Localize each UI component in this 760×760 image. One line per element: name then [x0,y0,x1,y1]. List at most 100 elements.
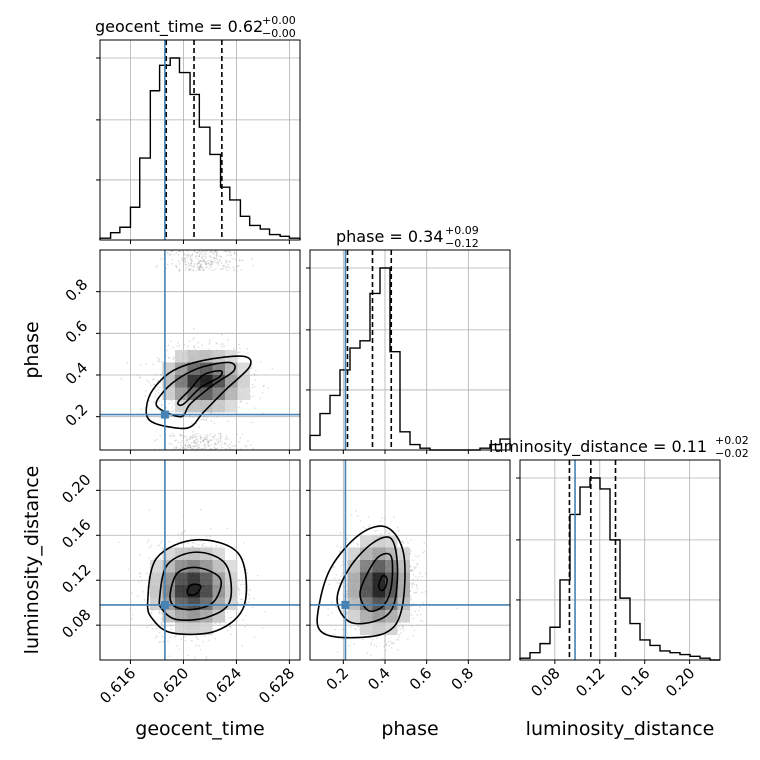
contour-line [186,583,202,596]
scatter-point [195,644,198,647]
scatter-point [230,254,233,256]
scatter-point [414,610,417,613]
scatter-point [199,250,201,253]
scatter-point [214,250,216,253]
scatter-point [158,611,161,613]
scatter-point [155,390,157,392]
scatter-point [189,269,191,272]
scatter-point [243,541,245,544]
scatter-point [221,267,224,270]
scatter-point [224,442,227,444]
scatter-point [190,258,193,261]
scatter-point [202,268,205,271]
scatter-point [187,654,190,657]
truth-marker [160,600,169,609]
scatter-point [245,446,248,448]
scatter-point [213,446,216,449]
scatter-point [139,376,141,379]
scatter-point [208,268,210,270]
scatter-point [243,558,245,560]
scatter-point [186,445,189,448]
scatter-point [239,347,241,349]
scatter-point [194,441,196,443]
scatter-point [239,400,241,403]
scatter-point [186,254,188,257]
scatter-point [420,613,422,616]
scatter-point [180,441,182,444]
scatter-point [250,366,253,369]
scatter-point [205,263,208,266]
scatter-point [187,264,190,267]
scatter-point [168,540,171,543]
scatter-point [456,607,459,610]
scatter-point [139,572,142,575]
scatter-point [190,255,192,258]
scatter-point [204,443,206,446]
scatter-point [202,261,205,263]
scatter-point [201,256,204,258]
density-cell [175,572,188,585]
scatter-point [151,627,154,630]
scatter-point [192,327,195,330]
tick-label-y: 0.08 [58,605,94,641]
scatter-point [167,344,170,347]
scatter-point [195,445,198,447]
scatter-point [189,263,192,265]
scatter-point [245,569,248,571]
scatter-point [157,388,160,391]
scatter-point [197,415,199,418]
scatter-point [208,440,210,443]
scatter-point [417,555,420,558]
scatter-point [200,256,203,259]
scatter-point [201,257,203,260]
scatter-point [238,351,241,353]
scatter-point [211,262,213,265]
scatter-point [153,401,156,403]
scatter-point [353,627,356,630]
scatter-point [225,448,227,450]
scatter-point [223,442,226,445]
scatter-point [217,261,219,263]
scatter-point [238,593,241,595]
scatter-point [202,269,204,271]
scatter-point [173,446,176,448]
scatter-point [150,544,152,547]
scatter-point [238,406,240,408]
scatter-point [181,250,184,253]
scatter-point [206,436,209,438]
scatter-point [191,422,193,425]
scatter-point [187,254,190,257]
scatter-point [209,339,211,341]
scatter-point [376,529,379,532]
histogram-bar [230,200,241,240]
scatter-point [423,550,425,553]
scatter-point [190,262,193,265]
scatter-point [168,254,171,257]
density-cell [385,560,398,573]
scatter-point [379,533,382,536]
scatter-point [159,640,162,643]
scatter-point [345,593,348,596]
scatter-point [210,266,212,269]
scatter-point [340,610,343,613]
scatter-point [168,442,171,445]
scatter-point [413,629,416,632]
density-cell [212,572,225,585]
scatter-point [224,250,227,253]
scatter-point [158,631,161,634]
scatter-point [205,438,208,441]
scatter-point [172,356,175,359]
scatter-point [338,578,340,581]
histogram-bar [210,154,221,240]
histogram-bar [111,233,120,240]
scatter-point [411,569,414,572]
scatter-point [220,444,223,446]
scatter-point [412,582,415,584]
scatter-point [201,344,203,346]
scatter-point [177,253,180,256]
histogram-bar [620,598,630,660]
scatter-point [221,446,223,449]
scatter-point [331,612,333,614]
scatter-point [226,611,229,614]
